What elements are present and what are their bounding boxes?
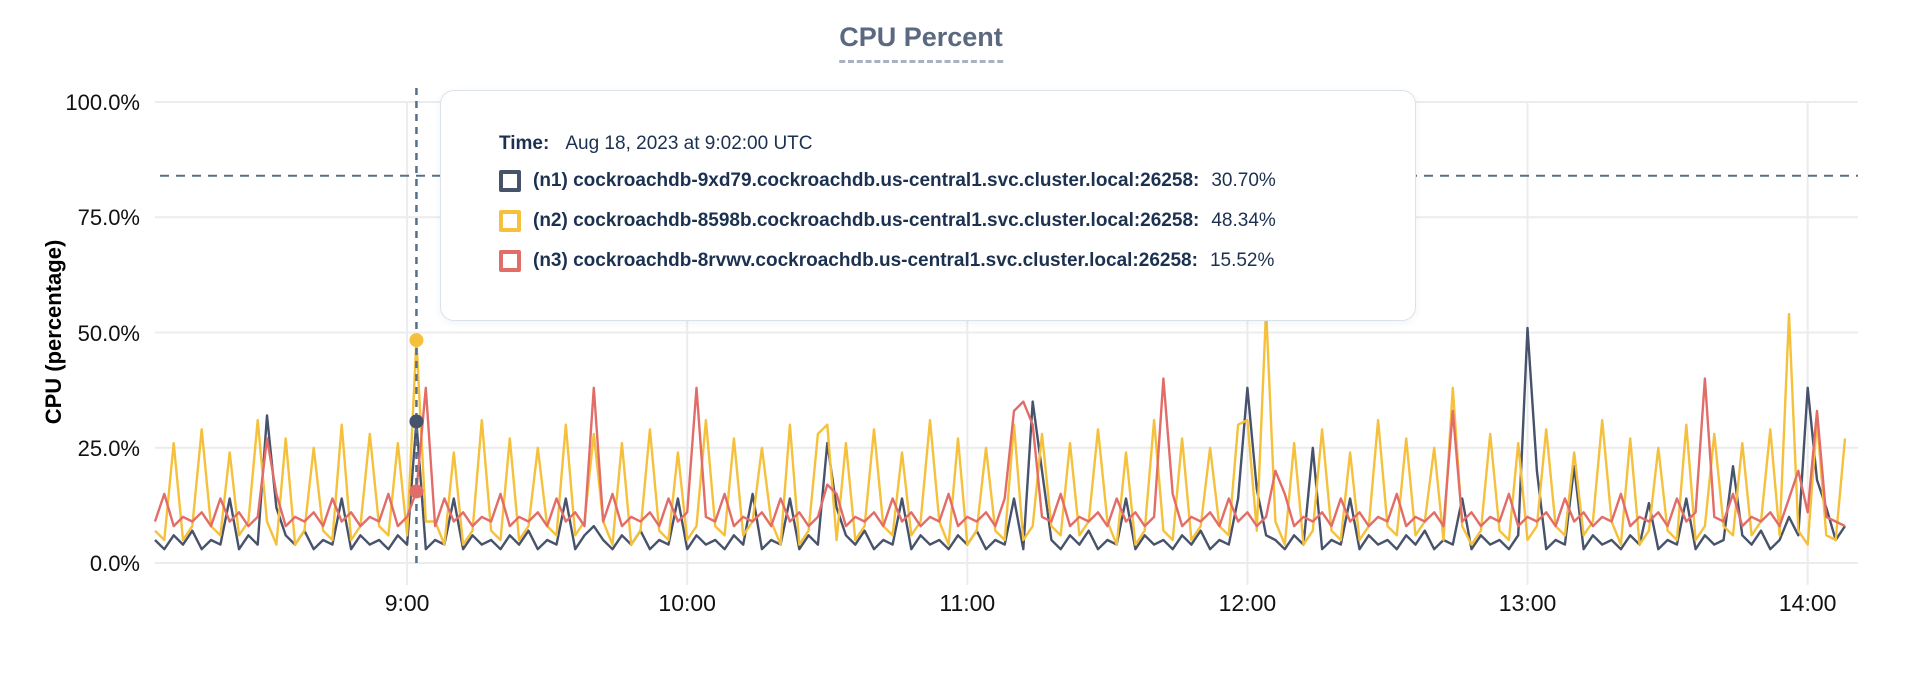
x-tick-label: 12:00 [1218,590,1277,616]
series-line-red [153,377,1846,528]
x-tick-label: 9:00 [384,590,430,616]
series-swatch-icon [499,210,521,232]
series-line-navy [154,326,1846,551]
series-value: 30.70% [1211,170,1276,191]
tooltip-time-label: Time: [499,133,550,154]
y-tick-label: 25.0% [77,435,140,461]
x-tick-label: 13:00 [1498,590,1557,616]
x-tick-label: 14:00 [1778,590,1837,616]
y-tick-label: 75.0% [77,205,140,231]
tooltip-series-row: (n2) cockroachdb-8598b.cockroachdb.us-ce… [499,201,1385,241]
series-line-yellow [154,308,1847,546]
tooltip-time-row: Time: Aug 18, 2023 at 9:02:00 UTC [499,127,1385,161]
y-tick-label: 50.0% [77,320,140,346]
tooltip-time-value: Aug 18, 2023 at 9:02:00 UTC [565,133,813,154]
cursor-dot-yellow [409,333,424,348]
chart-title: CPU Percent [839,22,1003,63]
y-tick-label: 100.0% [65,90,140,115]
series-label: (n3) cockroachdb-8rvwv.cockroachdb.us-ce… [533,250,1198,271]
series-swatch-icon [499,250,521,272]
cursor-dot-red [409,484,424,499]
series-value: 48.34% [1211,210,1276,231]
x-tick-label: 10:00 [658,590,716,616]
y-tick-label: 0.0% [89,551,140,576]
x-tick-label: 11:00 [939,590,996,616]
series-label: (n1) cockroachdb-9xd79.cockroachdb.us-ce… [533,170,1200,191]
chart-tooltip: Time: Aug 18, 2023 at 9:02:00 UTC (n1) c… [440,90,1416,321]
series-value: 15.52% [1209,250,1275,271]
series-label: (n2) cockroachdb-8598b.cockroachdb.us-ce… [533,210,1200,231]
tooltip-series-row: (n3) cockroachdb-8rvwv.cockroachdb.us-ce… [499,241,1385,281]
tooltip-series-row: (n1) cockroachdb-9xd79.cockroachdb.us-ce… [499,161,1385,201]
series-swatch-icon [499,170,521,192]
tooltip-series-list: (n1) cockroachdb-9xd79.cockroachdb.us-ce… [499,161,1385,281]
cursor-dot-navy [409,414,424,429]
